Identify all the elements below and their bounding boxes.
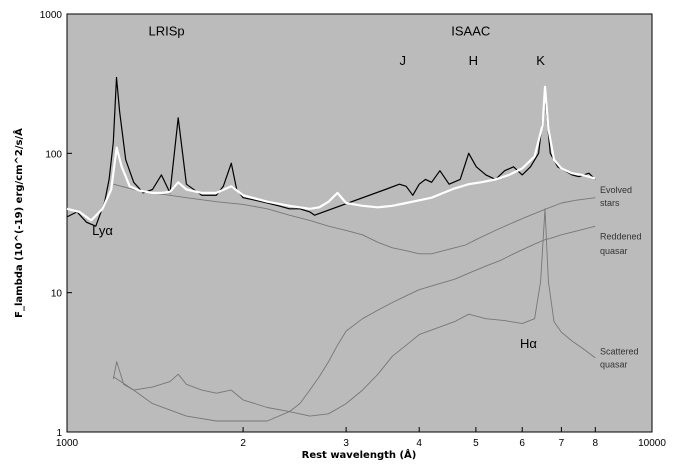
annotation-label: Evolved	[600, 185, 632, 195]
series-line-evolved	[113, 183, 596, 255]
annotation-label: H	[469, 53, 478, 68]
x-tick-label: 6	[519, 438, 525, 449]
y-tick-label: 100	[45, 149, 62, 160]
series-line-scattered	[112, 208, 596, 417]
x-tick-label: 8	[593, 438, 599, 449]
annotation-label: ISAAC	[451, 24, 490, 39]
x-tick-label: 1000	[56, 438, 79, 449]
annotation-label: Scattered	[600, 346, 639, 356]
y-tick-label: 10	[51, 289, 63, 300]
annotation-label: LRISp	[149, 24, 185, 39]
x-tick-label: 5	[473, 438, 479, 449]
series-line-model	[66, 85, 596, 222]
x-tick-label: 2	[240, 438, 246, 449]
plot-area	[66, 13, 653, 433]
annotation-label: Reddened	[600, 232, 642, 242]
annotation-label: stars	[600, 198, 620, 208]
series-line-observed	[66, 76, 596, 227]
x-tick-label: 10000	[638, 438, 666, 449]
y-axis-title: F_lambda (10^(-19) erg/cm^2/s/Å	[12, 128, 25, 318]
y-tick-label: 1	[56, 428, 62, 439]
annotation-label: quasar	[600, 246, 628, 256]
annotation-label: K	[536, 53, 545, 68]
x-tick-label: 4	[416, 438, 422, 449]
ticks-layer: 1000 2 3 4 5 6 7 8 10000 1 10 100 1000	[40, 10, 667, 449]
annotation-label: quasar	[600, 360, 628, 370]
series-line-reddened	[113, 225, 596, 422]
x-axis-title: Rest wavelength (Å)	[302, 448, 417, 461]
annotation-label: Lyα	[92, 223, 113, 238]
x-tick-label: 3	[343, 438, 349, 449]
annotation-label: J	[400, 53, 407, 68]
x-tick-label: 7	[559, 438, 565, 449]
y-tick-label: 1000	[40, 10, 63, 21]
series-layer	[66, 76, 596, 422]
annotation-label: Hα	[520, 336, 537, 351]
annotation-layer: LRISp ISAAC J H K Lyα Hα Evolved stars Reddened qu…	[92, 24, 641, 370]
